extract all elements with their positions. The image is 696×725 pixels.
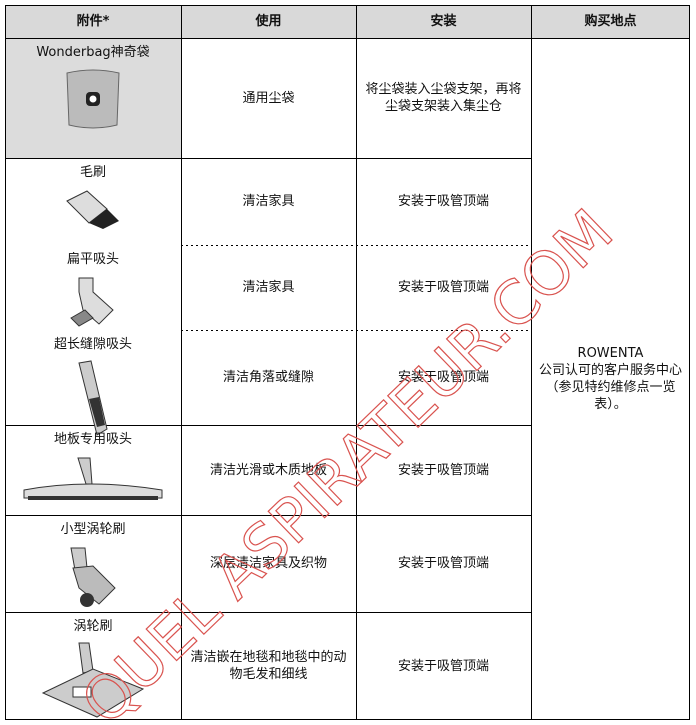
install-cell: 将尘袋装入尘袋支架，再将尘袋支架装入集尘仓 <box>356 38 531 158</box>
use-cell: 清洁家具 <box>181 245 356 330</box>
install-cell: 安装于吸管顶端 <box>356 158 531 245</box>
item-name: 涡轮刷 <box>73 619 113 634</box>
use-cell: 通用尘袋 <box>181 38 356 158</box>
use-cell: 清洁光滑或木质地板 <box>181 425 356 515</box>
use-text: 深层清洁家具及织物 <box>209 556 327 571</box>
item-icon <box>73 353 113 444</box>
install-text: 将尘袋装入尘袋支架，再将尘袋支架装入集尘仓 <box>365 82 522 114</box>
item-name: 小型涡轮刷 <box>60 522 126 537</box>
header-text: 安装 <box>430 14 457 29</box>
header-cell: 附件* <box>5 5 181 38</box>
item-name: Wonderbag神奇袋 <box>36 45 150 60</box>
install-cell: 安装于吸管顶端 <box>356 330 531 425</box>
item-cell: 扁平吸头 <box>5 245 181 330</box>
item-icon <box>53 538 133 619</box>
install-text: 安装于吸管顶端 <box>397 556 489 571</box>
use-text: 清洁角落或缝隙 <box>222 370 314 385</box>
install-text: 安装于吸管顶端 <box>397 462 489 478</box>
use-text: 清洁光滑或木质地板 <box>209 462 327 478</box>
item-cell: Wonderbag神奇袋 <box>5 38 181 158</box>
item-name: 扁平吸头 <box>66 252 119 267</box>
header-text: 购买地点 <box>584 14 637 29</box>
item-cell: 超长缝隙吸头 <box>5 330 181 436</box>
use-cell: 清洁嵌在地毯和地毯中的动物毛发和细线 <box>181 612 356 720</box>
item-icon <box>63 268 123 333</box>
install-text: 安装于吸管顶端 <box>397 280 489 295</box>
use-cell: 清洁角落或缝隙 <box>181 330 356 425</box>
header-cell: 购买地点 <box>531 5 690 38</box>
use-text: 通用尘袋 <box>242 90 295 106</box>
watermark: QUEL ASPIRATEUR.COM <box>69 196 627 725</box>
item-cell: 毛刷 <box>5 158 181 245</box>
item-icon <box>61 61 125 136</box>
install-text: 安装于吸管顶端 <box>397 658 489 674</box>
use-cell: 深层清洁家具及织物 <box>181 515 356 612</box>
item-name: 地板专用吸头 <box>53 432 132 447</box>
install-text: 安装于吸管顶端 <box>397 194 489 209</box>
item-cell: 小型涡轮刷 <box>5 515 181 612</box>
header-text: 附件* <box>76 14 110 29</box>
purchase-text: 公司认可的客户服务中心（参见特约维修点一览表）。 <box>538 363 682 412</box>
item-name: 超长缝隙吸头 <box>53 337 132 352</box>
header-cell: 安装 <box>356 5 531 38</box>
item-cell: 涡轮刷 <box>5 612 181 720</box>
use-text: 清洁嵌在地毯和地毯中的动物毛发和细线 <box>190 650 347 682</box>
use-cell: 清洁家具 <box>181 158 356 245</box>
use-text: 清洁家具 <box>242 280 295 295</box>
install-cell: 安装于吸管顶端 <box>356 515 531 612</box>
brand: ROWENTA <box>577 346 644 361</box>
install-cell: 安装于吸管顶端 <box>356 425 531 515</box>
header-cell: 使用 <box>181 5 356 38</box>
install-text: 安装于吸管顶端 <box>397 370 489 385</box>
item-icon <box>33 635 153 725</box>
use-text: 清洁家具 <box>242 194 295 209</box>
item-cell: 地板专用吸头 <box>5 425 181 515</box>
header-text: 使用 <box>255 14 282 29</box>
install-cell: 安装于吸管顶端 <box>356 245 531 330</box>
item-name: 毛刷 <box>79 165 106 180</box>
item-icon <box>18 448 168 509</box>
install-cell: 安装于吸管顶端 <box>356 612 531 720</box>
purchase-cell: ROWENTA 公司认可的客户服务中心（参见特约维修点一览表）。 <box>531 38 690 720</box>
item-icon <box>63 181 123 236</box>
